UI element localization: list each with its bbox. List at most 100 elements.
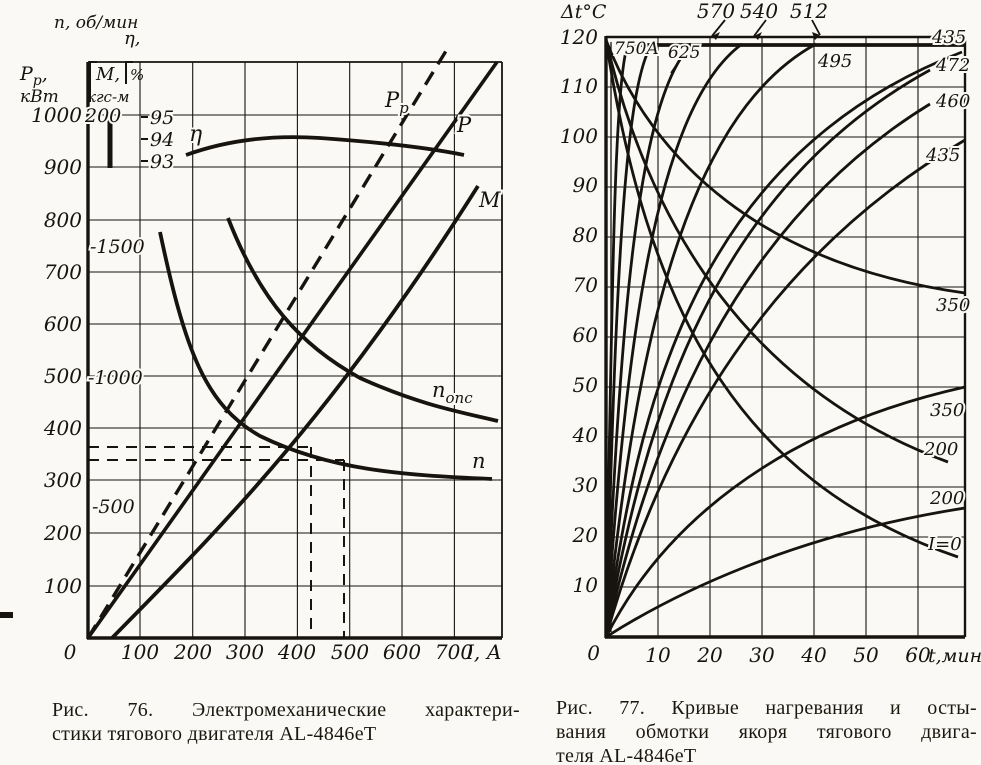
fig76-axis-pp-units: кВт [20,87,59,107]
fig77-y-tick: 80 [573,223,599,247]
fig77-y-tick: 60 [573,323,599,347]
fig76-label-nops: nопс [432,378,473,407]
fig77-caption-line1: Рис. 77. Кривые нагревания и осты- [556,697,977,719]
scan-artifact-dash [0,612,13,618]
fig77-origin: 0 [587,641,600,665]
fig76-eta-tick: 95 [150,107,174,129]
fig77-heating-750 [604,43,630,638]
fig76-curve-pp-dashed [86,45,451,639]
fig76-y-tick: 600 [44,312,82,336]
fig76-x-tick: 200 [173,640,212,664]
fig76-y-tick: 1000 [31,103,82,127]
fig76-axis-pp: Рр, [19,63,48,89]
fig77-heating-350 [604,385,966,638]
fig77-heating-435 [604,138,966,638]
fig77-x-tick: 10 [645,643,671,667]
fig77-chart: Δt°C 570 540 512 120 110 100 90 80 70 60… [560,0,981,667]
fig76-bracket-m [89,61,97,102]
fig77-y-tick: 90 [573,173,599,197]
fig76-curve-nops [226,217,499,423]
fig76-x-tick: 700 [435,640,473,664]
fig76-m-tick: 200 [84,105,121,127]
fig77-top-label: 570 [697,0,735,23]
fig77-cooling-200 [604,39,949,464]
fig77-heating-495 [604,50,963,638]
fig77-y-tick: 50 [573,373,599,397]
fig76-n-tick: -1000 [88,367,143,389]
fig77-arrow-512 [811,19,821,36]
fig76-caption-line1: Рис. 76. Электромеханические характери- [52,699,520,721]
fig77-x-tick: 50 [853,643,879,667]
fig76-guide-lines [88,446,345,638]
fig76-eta-tick: 93 [150,151,174,173]
fig76-axes [86,62,502,640]
fig77-heating-200 [605,506,966,639]
fig77-y-tick: 120 [560,25,598,49]
fig77-x-tick: 60 [905,643,931,667]
fig76-axis-pp-sub: р [33,73,42,89]
fig76-x-tick: 100 [121,640,159,664]
fig76-y-tick: 800 [44,208,82,232]
fig77-heating-625 [604,43,654,638]
fig77-label-750A: 750A [614,39,659,59]
fig76-chart: n, об/мин η, Рр, кВт М, кгс-м % 1000 900… [19,13,503,664]
fig76-curve-p [86,60,499,640]
fig76-eta-tick-marks [141,116,148,162]
fig76-x-tick: 500 [331,640,369,664]
fig77-x-tick: 40 [800,643,827,667]
fig77-caption: Рис. 77. Кривые нагревания и осты- вания… [556,696,977,765]
charts-canvas: n, об/мин η, Рр, кВт М, кгс-м % 1000 900… [19,0,981,667]
fig76-y-tick: 100 [44,574,82,598]
fig77-label-460: 460 [935,91,970,112]
fig76-y-tick: 500 [44,364,82,388]
fig76-label-pp-main: P [384,88,400,112]
fig76-x-tick: 300 [226,640,264,664]
fig76-label-nops-main: n [432,378,446,402]
fig76-x-tick: 400 [277,640,316,664]
fig77-heating-460 [604,102,931,638]
fig77-arrow-540 [753,19,767,37]
fig77-heating-472 [604,68,931,638]
fig76-axis-n-units: n, об/мин [54,13,138,33]
fig76-y-tick: 400 [43,416,82,440]
fig76-axis-m-units: кгс-м [87,88,129,106]
fig76-label-nops-sub: опс [446,389,474,407]
fig77-x-tick: 20 [696,643,723,667]
fig77-label-625: 625 [668,43,700,63]
fig77-grid [606,37,965,637]
fig76-y-tick: 300 [44,468,82,492]
fig77-arrowhead-570 [712,32,720,40]
fig77-top-label: 540 [740,0,778,23]
fig77-x-unit: t,мин [928,645,981,667]
fig77-arrowhead-512 [812,32,820,40]
fig76-caption-line2: стики тягового двигателя AL-4846eT [52,723,377,745]
fig77-y-tick: 110 [560,74,598,98]
fig76-n-tick: -500 [92,496,135,518]
fig77-pointer-625 [670,60,680,74]
fig76-label-m: М [478,188,501,212]
fig77-heating-512 [604,42,817,638]
fig77-y-tick: 20 [572,523,599,547]
fig76-label-pp: Pр [384,88,409,117]
fig77-label-350a: 350 [936,295,970,316]
fig76-axis-eta: η, [124,28,141,49]
fig77-label-435b: 435 [925,145,960,166]
fig76-bracket-eta [125,61,133,84]
fig76-axis-m: М, [95,64,120,85]
fig77-label-200b: 200 [929,488,964,509]
fig76-label-eta: η [189,122,202,147]
fig77-cooling-350 [604,39,966,295]
fig77-label-i0: I=0 [927,534,962,555]
fig76-axis-eta-pct: % [130,66,144,84]
fig76-eta-tick: 94 [150,129,174,151]
fig76-y-tick: 900 [44,155,82,179]
fig77-x-tick: 30 [749,643,775,667]
fig77-frame [606,35,967,637]
fig77-label-350b: 350 [930,400,964,421]
fig76-caption: Рис. 76. Электромеханические характери- … [52,698,520,746]
fig76-curve-n [158,231,493,481]
fig76-curve-eta [185,135,465,157]
fig77-y-axis-label: Δt°C [560,1,607,23]
fig77-label-200a: 200 [923,439,958,460]
fig77-caption-line3: теля AL-4846eT [556,745,697,765]
